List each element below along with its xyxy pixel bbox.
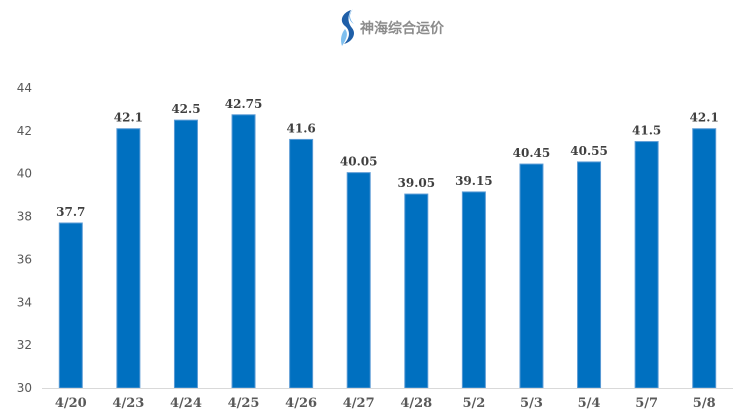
bar — [692, 128, 717, 389]
bar — [519, 163, 544, 389]
x-tick-label: 4/20 — [55, 396, 87, 411]
bar — [404, 193, 429, 389]
x-tick-label: 5/4 — [578, 396, 601, 411]
data-labels: 37.7 42.1 42.5 42.75 41.6 40.05 39.05 39.15 40.4… — [56, 97, 719, 219]
data-label: 40.55 — [570, 144, 608, 158]
x-tick-label: 5/2 — [462, 396, 485, 411]
data-label: 40.45 — [513, 146, 551, 160]
y-tick-label: 30 — [17, 381, 32, 395]
y-tick-label: 44 — [17, 81, 32, 95]
bar — [461, 191, 486, 389]
data-label: 42.75 — [225, 97, 263, 111]
data-label: 42.1 — [114, 111, 143, 125]
bars — [58, 114, 717, 389]
y-tick-label: 40 — [17, 167, 32, 181]
data-label: 41.6 — [287, 121, 316, 135]
x-tick-label: 5/8 — [693, 396, 716, 411]
y-axis-ticks: 30 32 34 36 38 40 42 44 — [17, 81, 32, 395]
y-tick-label: 38 — [17, 210, 32, 224]
bar — [634, 141, 659, 389]
data-label: 39.05 — [398, 176, 436, 190]
x-axis-ticks: 4/20 4/23 4/24 4/25 4/26 4/27 4/28 5/2 5/3 5/4 5/7… — [55, 396, 716, 411]
x-tick-label: 4/26 — [285, 396, 317, 411]
bar — [116, 128, 141, 389]
bar — [577, 161, 602, 389]
data-label: 41.5 — [632, 124, 661, 138]
x-tick-label: 4/27 — [343, 396, 375, 411]
data-label: 37.7 — [56, 205, 85, 219]
data-label: 39.15 — [455, 174, 493, 188]
y-tick-label: 42 — [17, 124, 32, 138]
s-wave-logo-icon — [341, 9, 355, 46]
bar — [289, 138, 314, 389]
x-tick-label: 4/24 — [170, 396, 202, 411]
x-tick-label: 4/28 — [400, 396, 432, 411]
bar — [231, 114, 256, 389]
y-tick-label: 34 — [17, 295, 32, 309]
data-label: 42.1 — [690, 111, 719, 125]
bar — [58, 222, 83, 389]
data-label: 42.5 — [171, 102, 200, 116]
x-tick-label: 5/3 — [520, 396, 543, 411]
logo: 神海综合运价 — [336, 6, 444, 50]
y-tick-label: 32 — [17, 338, 32, 352]
bar — [173, 119, 198, 389]
bar — [346, 172, 371, 389]
logo-text: 神海综合运价 — [360, 21, 444, 37]
x-tick-label: 5/7 — [635, 396, 658, 411]
data-label: 40.05 — [340, 155, 378, 169]
x-tick-label: 4/25 — [228, 396, 260, 411]
x-tick-label: 4/23 — [112, 396, 144, 411]
y-tick-label: 36 — [17, 252, 32, 266]
